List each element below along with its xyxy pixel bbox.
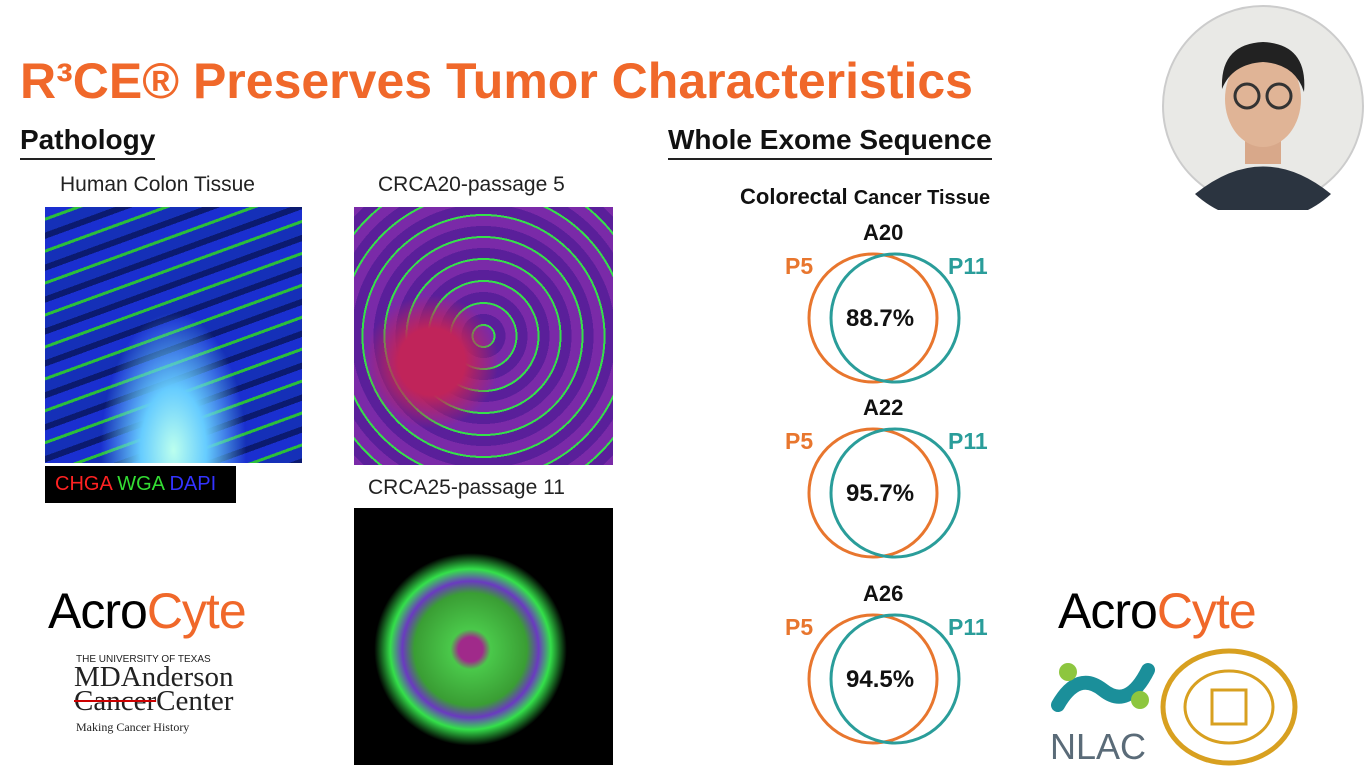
p11-label: P11 bbox=[948, 253, 988, 279]
presenter-video bbox=[1162, 5, 1364, 210]
tagline: Making Cancer History bbox=[76, 720, 190, 734]
p5-label: P5 bbox=[785, 253, 814, 279]
wes-heading: Whole Exome Sequence bbox=[668, 124, 992, 160]
sample-label: A20 bbox=[863, 220, 904, 245]
venn-circle bbox=[829, 613, 961, 745]
image-label: CRCA20-passage 5 bbox=[378, 173, 565, 196]
p11-label: P11 bbox=[948, 614, 988, 640]
venn-circle bbox=[829, 252, 961, 384]
stain-legend: CHGA WGA DAPI bbox=[45, 466, 236, 503]
cancer-text: Cancer bbox=[74, 685, 157, 717]
tissue-image bbox=[45, 207, 302, 463]
pathology-heading: Pathology bbox=[20, 124, 156, 160]
p11-label: P11 bbox=[948, 428, 988, 454]
sample-label: A22 bbox=[863, 395, 904, 420]
title: R³CE® Preserves Tumor Characteristics bbox=[20, 53, 973, 109]
p5-label: P5 bbox=[785, 614, 814, 640]
logo-text: Cyte bbox=[146, 583, 247, 639]
organoid-image bbox=[354, 207, 613, 465]
venn-circle bbox=[807, 427, 939, 559]
image-label: Human Colon Tissue bbox=[60, 173, 255, 196]
overlap-value: 95.7% bbox=[846, 480, 915, 507]
nlac-icon bbox=[1051, 663, 1155, 712]
venn-diagram bbox=[807, 252, 961, 384]
logo-text: Acro bbox=[1058, 583, 1158, 639]
ut-text: THE UNIVERSITY OF TEXAS bbox=[76, 654, 211, 665]
acrocyte-logo: AcroCyte bbox=[1058, 582, 1257, 640]
venn-circle bbox=[807, 613, 939, 745]
center-text: Center bbox=[156, 685, 234, 717]
subtitle-text: Cancer Tissue bbox=[853, 187, 991, 209]
logo-text: Acro bbox=[48, 583, 148, 639]
subtitle-text: Colorectal bbox=[740, 184, 848, 209]
venn-circle bbox=[829, 427, 961, 559]
stain-label: WGA bbox=[117, 473, 164, 495]
stain-label: CHGA bbox=[55, 473, 112, 495]
stain-label: DAPI bbox=[169, 473, 217, 495]
organoid-image bbox=[354, 508, 613, 765]
overlap-value: 94.5% bbox=[846, 666, 915, 693]
p5-label: P5 bbox=[785, 428, 814, 454]
mda-text: MDAnderson bbox=[74, 661, 234, 693]
venn-circle bbox=[807, 252, 939, 384]
subtitle: Colorectal Cancer Tissue bbox=[740, 184, 990, 210]
cgu-seal bbox=[1160, 648, 1298, 766]
mda-text: CancerCenter bbox=[74, 686, 233, 716]
sample-label: A26 bbox=[863, 581, 904, 606]
logo-text: Cyte bbox=[1156, 583, 1257, 639]
nlac-text: NLAC bbox=[1050, 726, 1147, 767]
acrocyte-logo: AcroCyte bbox=[48, 582, 247, 640]
venn-diagram bbox=[807, 613, 961, 745]
overlap-value: 88.7% bbox=[846, 305, 915, 332]
image-label: CRCA25-passage 11 bbox=[368, 476, 565, 499]
venn-diagram bbox=[807, 427, 961, 559]
